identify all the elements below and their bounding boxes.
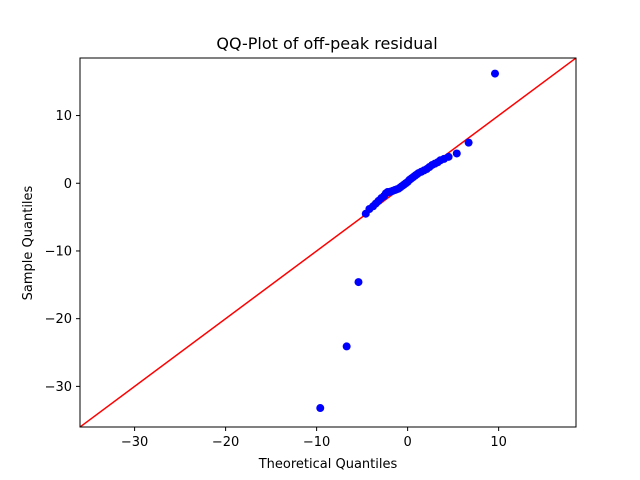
- chart-title: QQ-Plot of off-peak residual: [216, 34, 437, 53]
- plot-area: [79, 57, 577, 428]
- x-axis-ticks: −30 −20 −10 0 10: [121, 427, 507, 450]
- data-point: [452, 149, 461, 158]
- y-tick-label: −20: [45, 312, 72, 327]
- data-point: [342, 342, 351, 351]
- points-layer: [316, 69, 500, 413]
- reference-line-layer: [80, 58, 576, 427]
- data-point: [444, 152, 453, 161]
- data-point: [491, 69, 500, 78]
- x-tick-label: −20: [212, 435, 239, 450]
- data-point: [316, 404, 325, 413]
- x-tick-label: 0: [403, 435, 411, 450]
- x-tick-label: 10: [490, 435, 507, 450]
- data-point: [354, 278, 363, 287]
- reference-line: [80, 58, 576, 427]
- y-tick-label: −10: [45, 244, 72, 259]
- y-tick-label: 0: [64, 177, 72, 192]
- y-tick-label: 10: [55, 109, 72, 124]
- x-axis-label: Theoretical Quantiles: [258, 457, 398, 472]
- data-point: [464, 138, 473, 147]
- y-axis-ticks: −30 −20 −10 0 10: [45, 109, 80, 395]
- y-tick-label: −30: [45, 380, 72, 395]
- y-axis-label: Sample Quantiles: [21, 185, 36, 300]
- x-tick-label: −10: [303, 435, 330, 450]
- axes-frame: [79, 57, 577, 428]
- x-tick-label: −30: [121, 435, 148, 450]
